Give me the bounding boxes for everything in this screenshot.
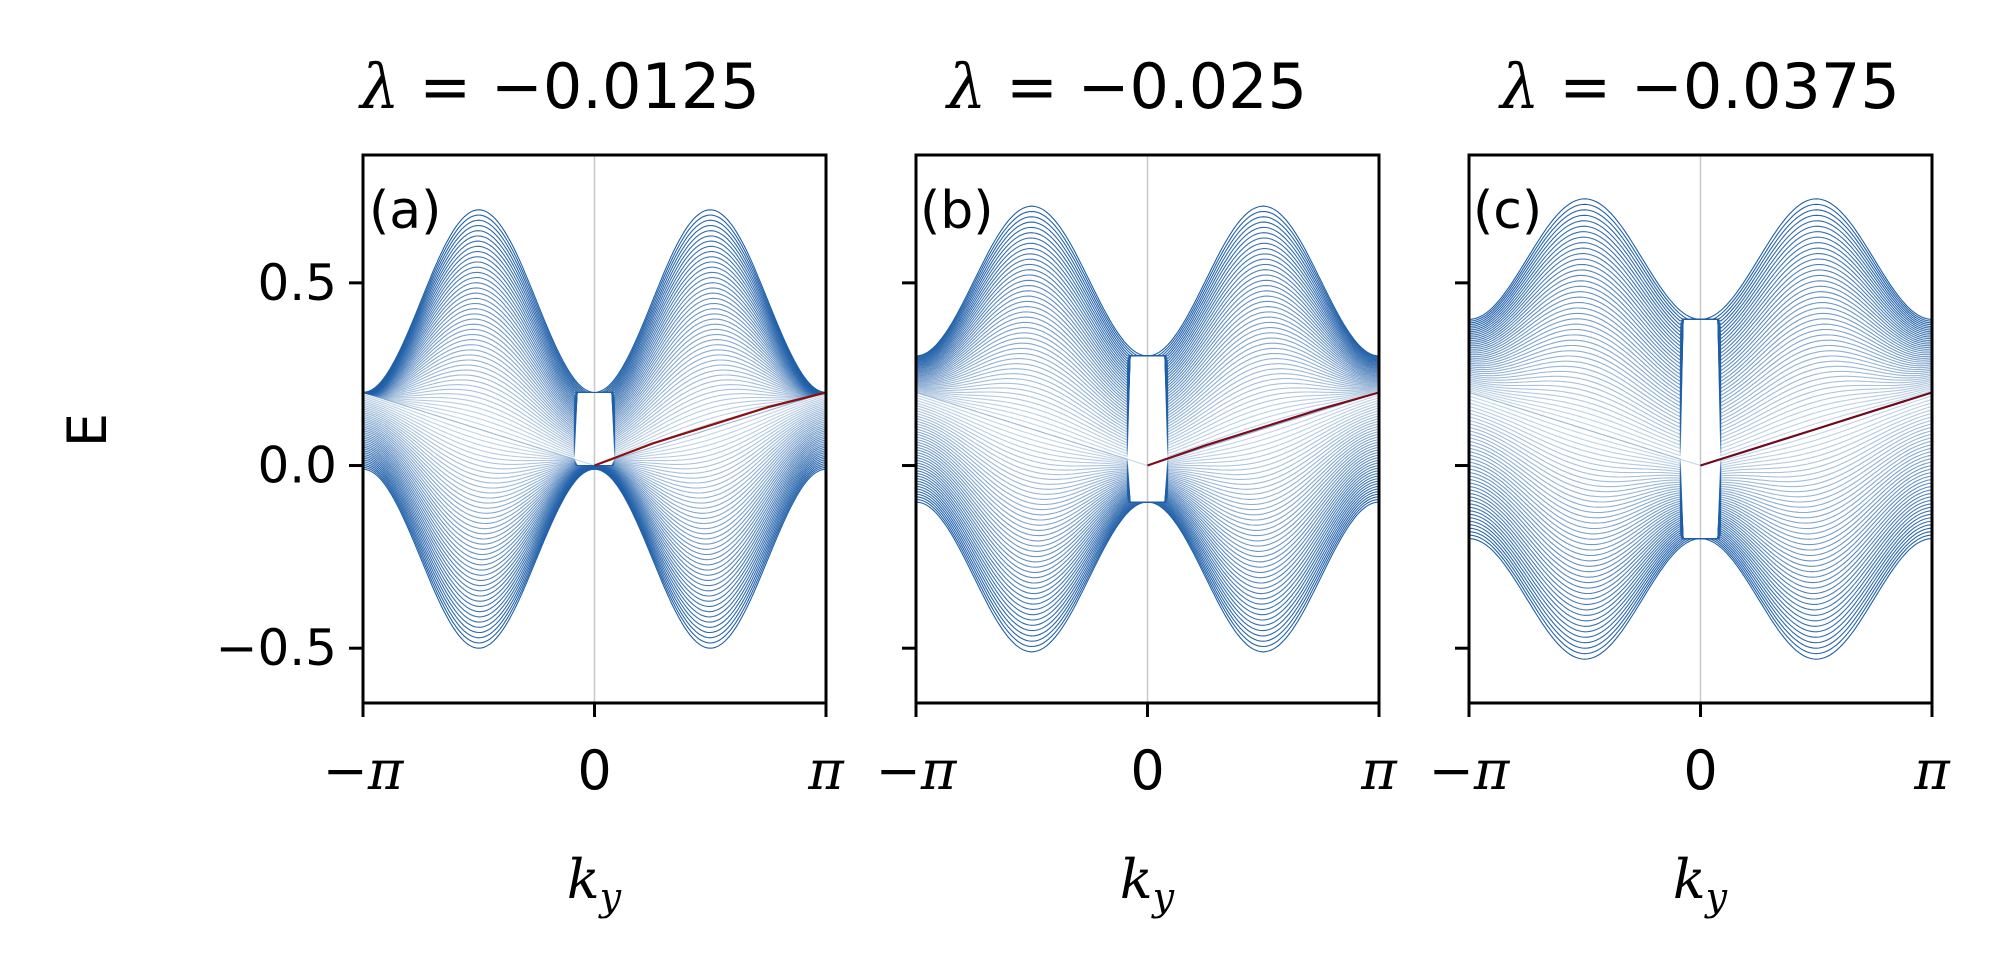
panel-a-band-line <box>362 395 827 467</box>
panel-b-edge-line <box>1147 391 1380 467</box>
panel-c-edge-line <box>1700 391 1933 467</box>
panel-a-band-line <box>362 397 827 467</box>
panel-a-xlabel: ky <box>567 848 622 919</box>
panel-c-label: (c) <box>1473 181 1542 241</box>
panel-c-edge-state <box>1700 391 1933 467</box>
panel-a-xtick-label: −π <box>323 739 405 802</box>
panel-b-label: (b) <box>920 181 994 241</box>
panel-c-band-line <box>1468 198 1933 320</box>
panel-a-edge-state <box>594 391 827 467</box>
panel-b: λ = −0.025 (b) −π 0 π ky <box>876 50 1399 919</box>
panel-a-ylabel: E <box>56 413 119 447</box>
panel-c-axes: −π 0 π <box>1429 281 1951 802</box>
panel-c: λ = −0.0375 (c) −π 0 π ky <box>1429 50 1952 919</box>
panel-b-band-line <box>915 501 1380 653</box>
panel-c-xtick-label: π <box>1913 739 1951 802</box>
panel-b-bands <box>915 155 1380 703</box>
panel-a-ytick-label: −0.5 <box>216 619 337 677</box>
panel-a-band-line <box>362 399 827 467</box>
panel-a-axes: −π 0 π −0.5 0.0 0.5 <box>216 254 846 802</box>
panel-a-band-line <box>362 393 827 467</box>
panel-a-edge-line <box>594 391 827 467</box>
panel-b-edge-state <box>1147 391 1380 467</box>
panel-b-xtick-label: −π <box>876 739 958 802</box>
panel-c-xtick-label: −π <box>1429 739 1511 802</box>
panel-a-band-line <box>362 401 827 467</box>
panel-a: λ = −0.0125 (a) −π 0 π −0.5 0.0 0.5 E ky <box>56 50 845 919</box>
panel-c-xlabel: ky <box>1673 848 1728 919</box>
panel-a-title: λ = −0.0125 <box>357 50 760 123</box>
panel-a-bands <box>362 155 827 703</box>
panel-a-ytick-label: 0.0 <box>257 437 337 495</box>
panel-a-xtick-label: 0 <box>577 739 611 802</box>
panel-b-title: λ = −0.025 <box>944 50 1307 123</box>
panel-a-ytick-label: 0.5 <box>257 254 337 312</box>
panel-c-band-line <box>1468 538 1933 660</box>
panel-c-bands <box>1468 155 1933 703</box>
panel-a-band-line <box>362 406 827 474</box>
panel-c-xtick-label: 0 <box>1683 739 1717 802</box>
panel-c-title: λ = −0.0375 <box>1497 50 1900 123</box>
panel-a-band-line <box>362 404 827 470</box>
panel-a-label: (a) <box>369 181 441 241</box>
panel-a-xtick-label: π <box>807 739 845 802</box>
panel-b-band-line <box>915 205 1380 357</box>
panel-a-band-line <box>362 402 827 467</box>
panel-a-band-line <box>362 209 827 394</box>
panel-b-xtick-label: 0 <box>1130 739 1164 802</box>
panel-b-xtick-label: π <box>1360 739 1398 802</box>
panel-a-band-line <box>362 468 827 649</box>
panel-b-axes: −π 0 π <box>876 281 1398 802</box>
panel-b-xlabel: ky <box>1120 848 1175 919</box>
